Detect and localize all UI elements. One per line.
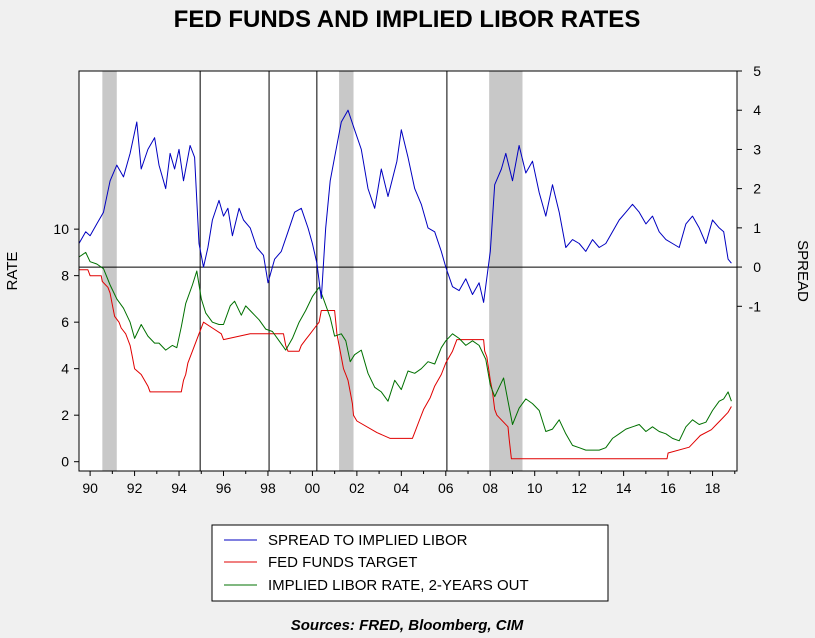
right-tick-label-1: 0: [753, 259, 761, 275]
legend-label-libor: IMPLIED LIBOR RATE, 2-YEARS OUT: [268, 577, 529, 594]
x-tick-label-12: 14: [616, 480, 632, 496]
recession-band-1: [339, 71, 354, 471]
series-lines: [78, 109, 732, 460]
recession-band-0: [102, 71, 117, 471]
left-tick-label-5: 10: [53, 221, 69, 237]
x-tick-label-10: 10: [527, 480, 543, 496]
x-tick-label-7: 04: [394, 480, 410, 496]
legend-label-fed-funds: FED FUNDS TARGET: [268, 554, 417, 571]
x-tick-label-5: 00: [305, 480, 321, 496]
right-tick-label-0: -1: [749, 298, 762, 314]
left-tick-label-2: 4: [61, 361, 69, 377]
left-tick-label-3: 6: [61, 314, 69, 330]
series-line-implied-libor-rate-2-years-out: [78, 251, 732, 451]
x-tick-label-0: 90: [82, 480, 98, 496]
plot-area: [78, 70, 738, 472]
x-tick-label-8: 06: [438, 480, 454, 496]
x-tick-label-13: 16: [660, 480, 676, 496]
right-tick-label-4: 3: [753, 141, 761, 157]
series-line-spread-to-implied-libor: [78, 109, 732, 303]
left-tick-label-1: 2: [61, 407, 69, 423]
right-tick-label-3: 2: [753, 181, 761, 197]
x-tick-label-14: 18: [705, 480, 721, 496]
chart-title: FED FUNDS AND IMPLIED LIBOR RATES: [174, 6, 641, 33]
x-tick-label-4: 98: [260, 480, 276, 496]
source-note: Sources: FRED, Bloomberg, CIM: [291, 617, 524, 634]
left-tick-label-4: 8: [61, 268, 69, 284]
right-axis-title: SPREAD: [794, 240, 811, 302]
left-tick-label-0: 0: [61, 454, 69, 470]
right-tick-label-5: 4: [753, 102, 761, 118]
series-line-fed-funds-target: [79, 269, 732, 460]
legend-box: [211, 524, 609, 602]
x-tick-label-1: 92: [127, 480, 143, 496]
x-tick-label-9: 08: [482, 480, 498, 496]
recession-band-2: [489, 71, 523, 471]
axes: 90 92 94 96 98 00 02 04 06 08 10 12 14 16 180246810-10…: [53, 63, 761, 496]
left-axis-title: RATE: [4, 252, 21, 291]
x-tick-label-6: 02: [349, 480, 365, 496]
x-tick-label-2: 94: [171, 480, 187, 496]
right-tick-label-6: 5: [753, 63, 761, 79]
recession-bands: [102, 71, 523, 471]
x-tick-label-3: 96: [216, 480, 232, 496]
x-tick-label-11: 12: [571, 480, 587, 496]
legend-label-spread: SPREAD TO IMPLIED LIBOR: [268, 532, 468, 549]
legend: SPREAD TO IMPLIED LIBOR FED FUNDS TARGET…: [211, 524, 609, 602]
right-tick-label-2: 1: [753, 220, 761, 236]
plot-frame: [78, 70, 738, 472]
